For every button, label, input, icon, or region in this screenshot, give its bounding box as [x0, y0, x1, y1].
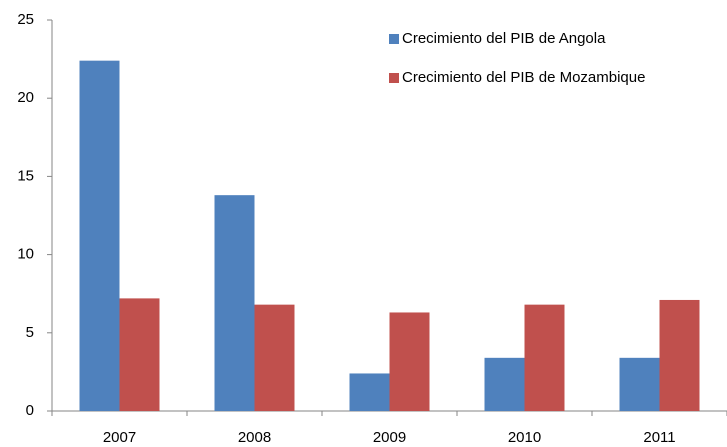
- bar: [484, 357, 525, 411]
- y-tick-label: 0: [26, 402, 34, 419]
- bar: [254, 304, 295, 411]
- legend-label: Crecimiento del PIB de Angola: [402, 30, 606, 47]
- x-tick-label: 2011: [643, 429, 675, 446]
- bar: [619, 357, 660, 411]
- legend-swatch: [389, 73, 399, 83]
- x-tick-label: 2009: [373, 429, 406, 446]
- bar: [214, 195, 255, 411]
- bar: [389, 312, 430, 411]
- y-tick-label: 20: [17, 89, 34, 106]
- legend-swatch: [389, 34, 399, 44]
- x-tick-label: 2008: [238, 429, 271, 446]
- y-tick-label: 5: [26, 324, 34, 341]
- x-tick-label: 2007: [103, 429, 136, 446]
- y-tick-label: 25: [17, 11, 34, 28]
- bar: [79, 60, 120, 411]
- bar: [119, 298, 160, 411]
- y-tick-label: 15: [17, 167, 34, 184]
- y-tick-label: 10: [17, 246, 34, 263]
- bar: [659, 299, 700, 411]
- bar: [524, 304, 565, 411]
- legend-label: Crecimiento del PIB de Mozambique: [402, 69, 645, 86]
- bar: [349, 373, 390, 411]
- x-tick-label: 2010: [508, 429, 541, 446]
